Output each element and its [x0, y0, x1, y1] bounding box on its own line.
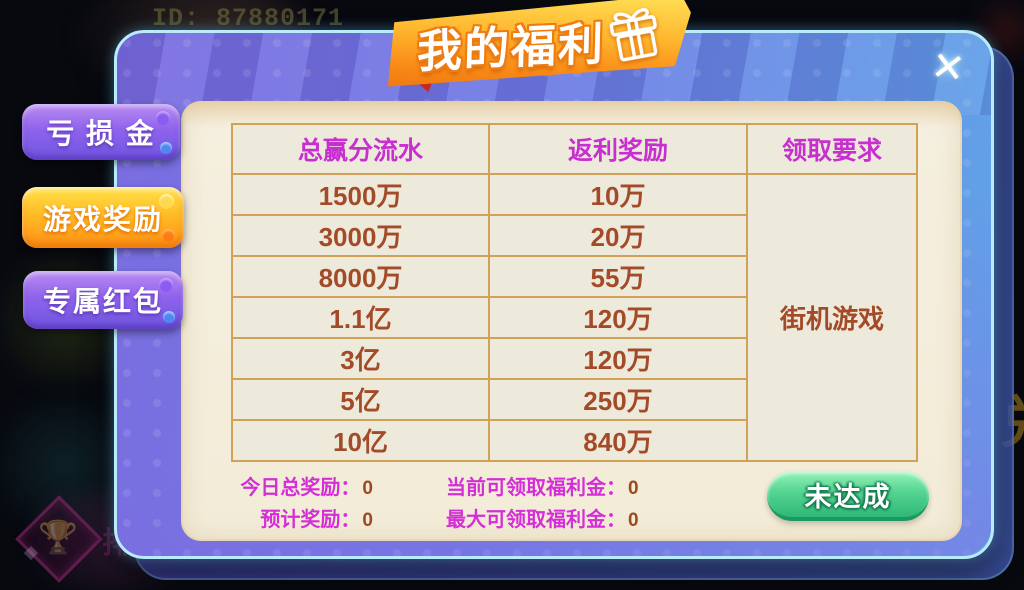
sidebar-item-label: 游戏奖励 [42, 203, 163, 235]
flow-cell: 5亿 [231, 378, 490, 421]
button-dot-decor [159, 278, 173, 292]
stat-current-claimable: 当前可领取福利金： 0 [446, 471, 639, 500]
button-dot-decor [162, 229, 175, 242]
reward-cell: 20万 [488, 214, 748, 257]
stat-value: 0 [362, 478, 373, 499]
table-row: 1.1亿 120万 [231, 296, 917, 339]
stat-value: 0 [628, 510, 639, 531]
header-rebate-reward: 返利奖励 [488, 123, 748, 175]
close-button[interactable]: ✕ [922, 42, 974, 94]
sidebar-item-loss-gold[interactable]: 亏 损 金 [22, 104, 180, 160]
reward-cell: 120万 [488, 337, 748, 380]
sidebar-item-game-reward[interactable]: 游戏奖励 [22, 187, 184, 248]
stat-value: 0 [362, 510, 373, 531]
reward-cell: 55万 [488, 255, 748, 298]
sidebar-item-exclusive-red-packet[interactable]: 专属红包 [23, 271, 183, 329]
sidebar-item-label: 专属红包 [42, 286, 163, 317]
button-dot-decor [159, 194, 174, 209]
trophy-icon: 🏆 [38, 519, 78, 555]
reward-cell: 840万 [488, 419, 748, 462]
button-dot-decor [163, 311, 175, 323]
rewards-panel: 总赢分流水 返利奖励 领取要求 1500万 10万 街机游戏 3000万 20万… [181, 101, 962, 541]
rebate-table: 总赢分流水 返利奖励 领取要求 1500万 10万 街机游戏 3000万 20万… [231, 123, 918, 462]
sidebar-item-label: 亏 损 金 [46, 118, 156, 149]
button-dot-decor [160, 142, 172, 154]
flow-cell: 3亿 [231, 337, 490, 380]
table-row: 1500万 10万 街机游戏 [231, 173, 918, 462]
flow-cell: 1.1亿 [231, 296, 490, 339]
flow-cell: 3000万 [231, 214, 490, 257]
dialog-title-banner: 我的福利 [384, 0, 693, 87]
stat-label: 今日总奖励： [240, 477, 361, 499]
flow-cell: 1500万 [231, 173, 490, 216]
stat-max-claimable: 最大可领取福利金： 0 [446, 503, 639, 532]
reward-cell: 10万 [488, 173, 748, 216]
status-button[interactable]: 未达成 [767, 471, 929, 521]
gift-icon [609, 8, 658, 62]
reward-cell: 120万 [488, 296, 748, 339]
my-benefits-dialog: ✕ 总赢分流水 返利奖励 领取要求 1500万 10万 街机游戏 3000万 2… [114, 30, 994, 559]
table-row: 3亿 120万 [231, 337, 917, 380]
stat-today-total: 今日总奖励： 0 [181, 471, 373, 500]
table-row: 10亿 840万 [231, 419, 917, 462]
dialog-title: 我的福利 [416, 17, 606, 77]
flow-cell: 8000万 [231, 255, 490, 298]
table-row: 8000万 55万 [231, 255, 917, 298]
player-id: ID: 87880171 [152, 4, 345, 33]
flow-cell: 10亿 [231, 419, 490, 462]
stat-value: 0 [628, 478, 639, 499]
stat-label: 当前可领取福利金： [446, 477, 626, 499]
requirement-cell: 街机游戏 [746, 173, 918, 462]
reward-cell: 250万 [488, 378, 748, 421]
header-claim-requirement: 领取要求 [746, 123, 918, 175]
button-dot-decor [156, 111, 170, 125]
stat-label: 预计奖励： [260, 509, 361, 531]
stat-label: 最大可领取福利金： [446, 509, 626, 531]
stat-estimated: 预计奖励： 0 [181, 503, 373, 532]
table-row: 5亿 250万 [231, 378, 917, 421]
table-row: 3000万 20万 [231, 214, 917, 257]
table-header-row: 总赢分流水 返利奖励 领取要求 [231, 123, 918, 175]
header-total-flow: 总赢分流水 [231, 123, 490, 175]
